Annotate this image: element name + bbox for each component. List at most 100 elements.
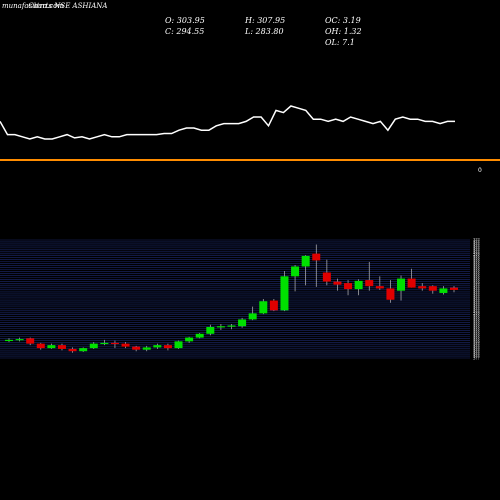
y-tick-label: 3?? bbox=[473, 249, 480, 254]
candle-down bbox=[121, 343, 130, 347]
candle-up bbox=[5, 339, 13, 342]
candle-up bbox=[15, 339, 24, 341]
candle-down bbox=[68, 348, 77, 352]
y-tick-label: 3?? bbox=[473, 344, 480, 349]
y-tick-label: 3?? bbox=[473, 269, 480, 274]
y-tick-label: 3?? bbox=[473, 247, 480, 252]
y-tick-label: 3?? bbox=[473, 271, 480, 276]
candle-down bbox=[428, 286, 437, 291]
candle-down bbox=[386, 288, 395, 300]
candle-up bbox=[248, 313, 257, 320]
candle-down bbox=[407, 278, 416, 288]
oc-value: OC: 3.19 bbox=[325, 16, 361, 25]
y-tick-label: 3?? bbox=[473, 318, 480, 323]
candle-down bbox=[322, 272, 331, 282]
y-tick-label: 3?? bbox=[473, 320, 480, 325]
y-tick-label: 3?? bbox=[473, 348, 480, 353]
chart-title: Charts NSE ASHIANA bbox=[28, 2, 108, 10]
candle-up bbox=[79, 348, 88, 352]
candle-up bbox=[439, 288, 448, 293]
y-tick-label: 3?? bbox=[473, 340, 480, 345]
candle-up bbox=[354, 280, 363, 290]
y-tick-label: 3?? bbox=[473, 338, 480, 343]
candle-up bbox=[174, 341, 183, 349]
candle-up bbox=[259, 301, 268, 314]
candle-up bbox=[291, 266, 300, 277]
y-tick-label: 3?? bbox=[473, 322, 480, 327]
line-end-marker: 0 bbox=[478, 167, 482, 174]
candle-up bbox=[100, 342, 109, 345]
y-tick-label: 3?? bbox=[473, 287, 480, 292]
y-tick-label: 3?? bbox=[473, 281, 480, 286]
y-tick-label: 3?? bbox=[473, 277, 480, 282]
y-tick-label: 3?? bbox=[473, 289, 480, 294]
candle-down bbox=[365, 280, 374, 287]
close-value: C: 294.55 bbox=[165, 27, 205, 36]
y-tick-label: 3?? bbox=[473, 297, 480, 302]
oh-value: OH: 1.32 bbox=[325, 27, 362, 36]
y-tick-label: 3?? bbox=[473, 259, 480, 264]
y-tick-label: 3?? bbox=[473, 267, 480, 272]
y-tick-label: 3?? bbox=[473, 255, 480, 260]
y-tick-label: 3?? bbox=[473, 275, 480, 280]
ol-value: OL: 7.1 bbox=[325, 38, 355, 47]
y-tick-label: 3?? bbox=[473, 300, 480, 305]
candle-down bbox=[375, 286, 384, 289]
candle-down bbox=[333, 281, 342, 285]
y-tick-label: 3?? bbox=[473, 298, 480, 303]
candle-down bbox=[450, 287, 458, 290]
candle-down bbox=[110, 342, 119, 345]
y-tick-label: 3?? bbox=[473, 356, 480, 361]
candle-up bbox=[89, 343, 98, 349]
candle-up bbox=[227, 325, 236, 327]
y-tick-label: 3?? bbox=[473, 350, 480, 355]
y-tick-label: 3?? bbox=[473, 316, 480, 321]
candle-up bbox=[142, 347, 151, 350]
candle-down bbox=[163, 345, 172, 349]
candle-up bbox=[47, 345, 56, 349]
y-tick-label: 3?? bbox=[473, 306, 480, 311]
y-tick-label: 3?? bbox=[473, 285, 480, 290]
y-tick-label: 3?? bbox=[473, 245, 480, 250]
y-tick-label: 3?? bbox=[473, 332, 480, 337]
candle-up bbox=[301, 255, 310, 267]
candle-up bbox=[195, 333, 204, 338]
y-tick-label: 3?? bbox=[473, 304, 480, 309]
y-tick-label: 3?? bbox=[473, 336, 480, 341]
y-tick-label: 3?? bbox=[473, 293, 480, 298]
y-tick-label: 3?? bbox=[473, 330, 480, 335]
price-line bbox=[0, 105, 455, 140]
open-value: O: 303.95 bbox=[165, 16, 205, 25]
y-tick-label: 3?? bbox=[473, 312, 480, 317]
y-tick-label: 3?? bbox=[473, 283, 480, 288]
chart-source: munafasutra.com Charts NSE ASHIANA bbox=[2, 2, 108, 10]
candle-up bbox=[206, 326, 215, 334]
y-tick-label: 3?? bbox=[473, 239, 480, 244]
y-tick-label: 3?? bbox=[473, 328, 480, 333]
y-tick-label: 3?? bbox=[473, 324, 480, 329]
y-tick-label: 3?? bbox=[473, 251, 480, 256]
candle-down bbox=[312, 253, 321, 261]
y-tick-label: 3?? bbox=[473, 263, 480, 268]
candle-down bbox=[36, 343, 45, 349]
candle-down bbox=[57, 345, 66, 349]
y-tick-label: 3?? bbox=[473, 308, 480, 313]
y-tick-label: 3?? bbox=[473, 238, 480, 243]
candle-up bbox=[238, 319, 247, 327]
y-tick-label: 3?? bbox=[473, 314, 480, 319]
high-value: H: 307.95 bbox=[245, 16, 286, 25]
candle-up bbox=[153, 345, 162, 348]
low-value: L: 283.80 bbox=[245, 27, 284, 36]
candle-down bbox=[26, 338, 35, 344]
y-tick-label: 3?? bbox=[473, 253, 480, 258]
y-tick-label: 3?? bbox=[473, 342, 480, 347]
candle-up bbox=[185, 337, 194, 342]
candle-down bbox=[418, 286, 427, 289]
source-label: munafasutra.com bbox=[2, 2, 65, 10]
y-tick-label: 3?? bbox=[473, 279, 480, 284]
candle-up bbox=[397, 278, 406, 291]
candle-down bbox=[344, 283, 353, 290]
y-tick-label: 3?? bbox=[473, 326, 480, 331]
y-tick-label: 3?? bbox=[473, 302, 480, 307]
y-tick-label: 3?? bbox=[473, 273, 480, 278]
